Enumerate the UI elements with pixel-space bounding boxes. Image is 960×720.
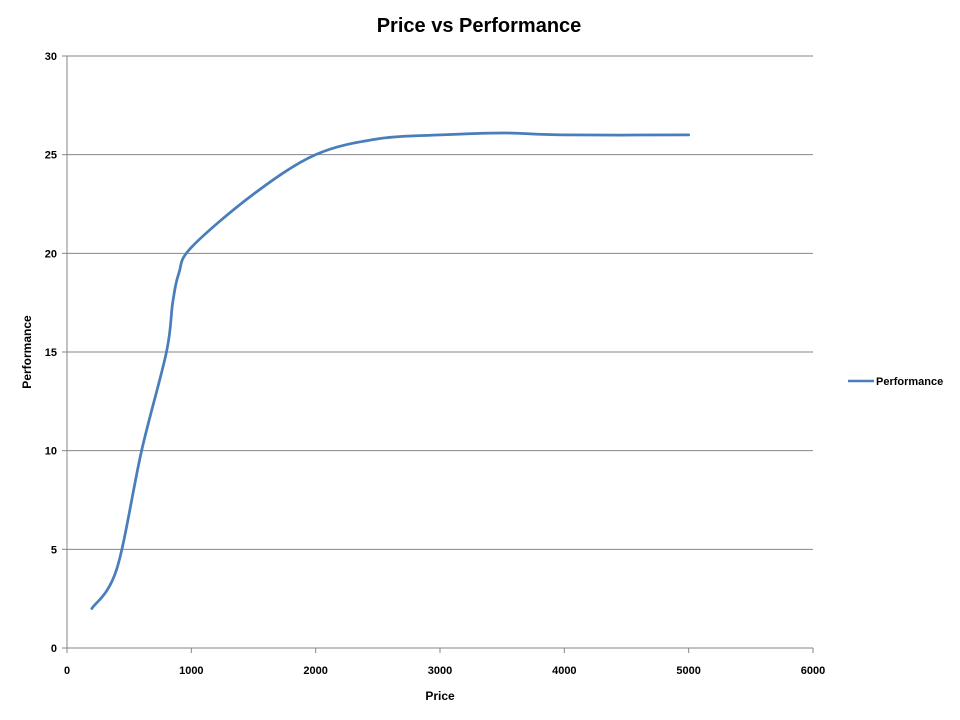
x-tick-label: 4000: [552, 665, 576, 677]
y-tick-labels: 0 5 10 15 20 25 30: [45, 51, 67, 655]
y-axis-label: Performance: [20, 315, 34, 389]
chart-title: Price vs Performance: [377, 15, 582, 37]
y-tick-label: 30: [45, 51, 57, 63]
series-line-performance: [90, 131, 691, 610]
y-tick-label: 10: [45, 446, 57, 458]
gridlines: [67, 55, 813, 550]
y-tick-label: 20: [45, 248, 57, 260]
series-layer: [90, 131, 691, 610]
x-tick-label: 2000: [303, 665, 327, 677]
legend-label: Performance: [876, 376, 943, 388]
x-tick-label: 0: [64, 665, 70, 677]
y-tick-label: 5: [51, 544, 57, 556]
x-tick-label: 3000: [428, 665, 452, 677]
y-tick-label: 25: [45, 150, 57, 162]
x-axis-label: Price: [425, 689, 455, 703]
x-tick-label: 1000: [179, 665, 203, 677]
x-tick-labels: 0 1000 2000 3000 4000 5000 6000: [64, 648, 825, 677]
x-tick-label: 6000: [801, 665, 825, 677]
legend: Performance: [848, 376, 943, 388]
y-tick-label: 15: [45, 347, 57, 359]
x-tick-label: 5000: [676, 665, 700, 677]
y-tick-label: 0: [51, 643, 57, 655]
